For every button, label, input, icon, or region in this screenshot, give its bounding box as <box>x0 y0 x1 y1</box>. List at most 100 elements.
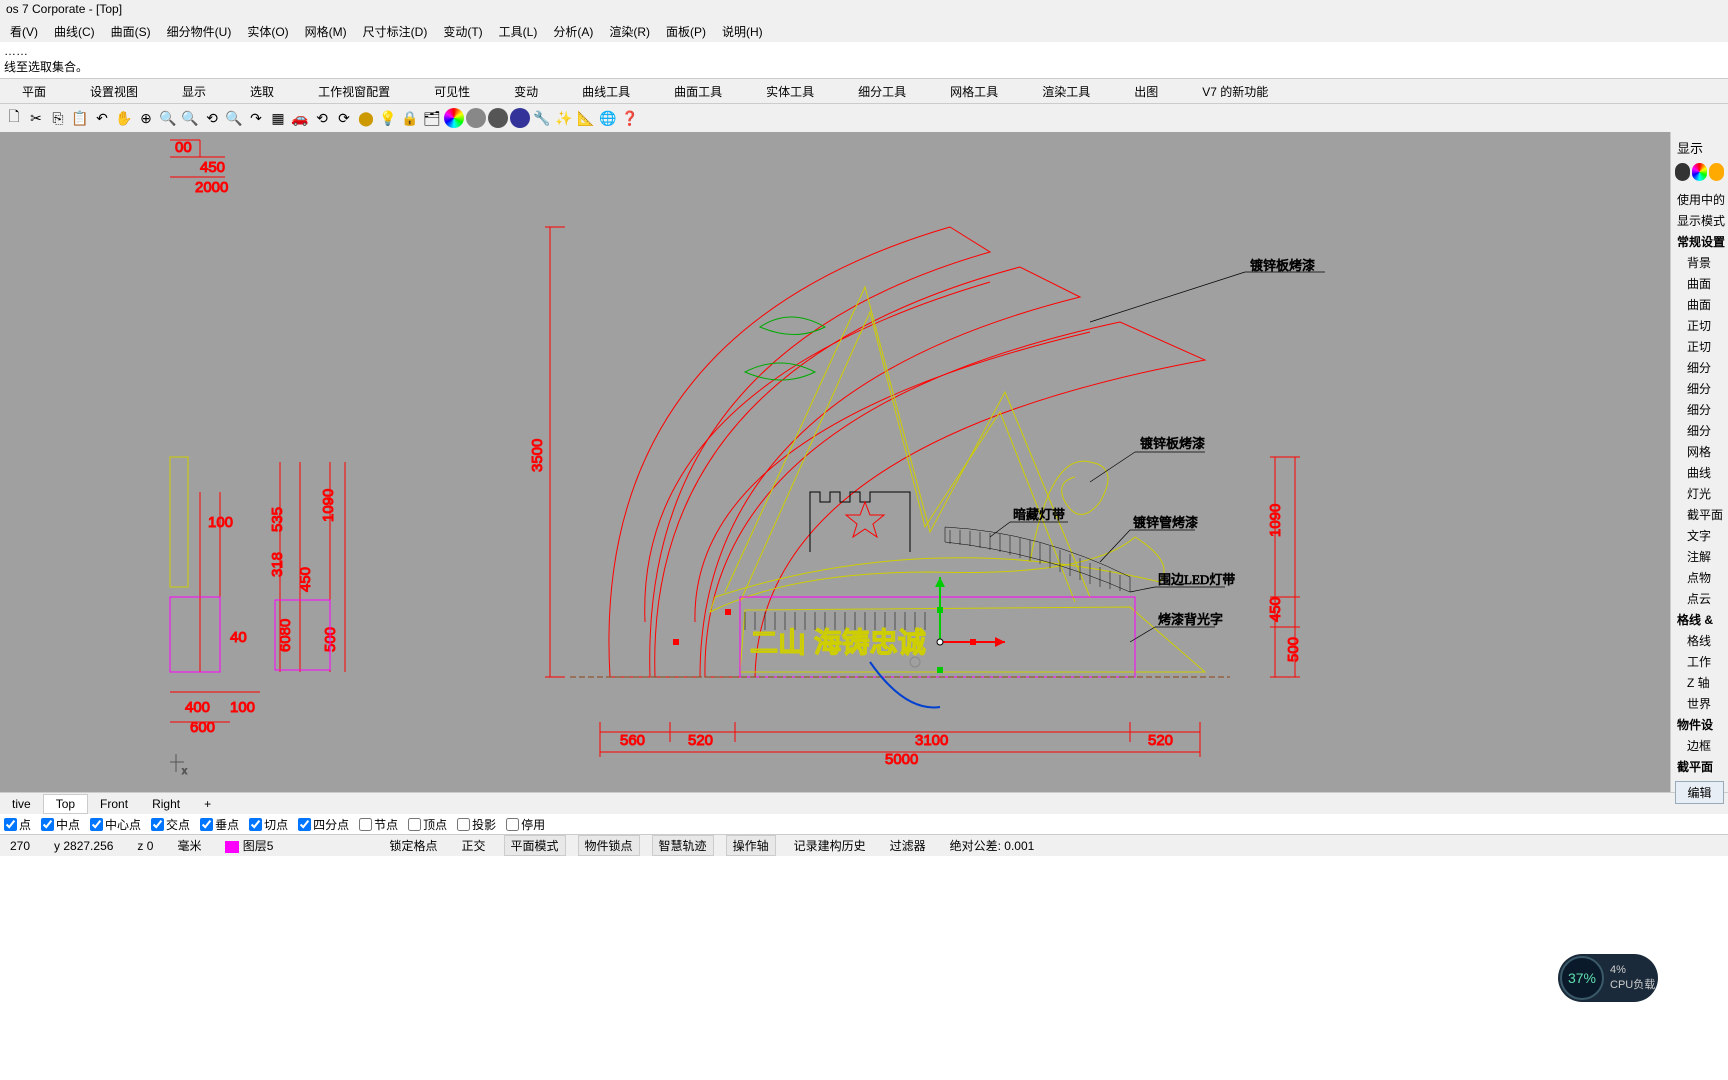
menu-transform[interactable]: 变动(T) <box>435 21 490 42</box>
opt-curve[interactable]: 曲线 <box>1673 462 1726 483</box>
tab-v7new[interactable]: V7 的新功能 <box>1180 79 1290 104</box>
menu-subd[interactable]: 细分物件(U) <box>159 21 240 42</box>
vtab-perspective[interactable]: tive <box>0 795 43 813</box>
opt-mesh[interactable]: 网格 <box>1673 441 1726 462</box>
paste-icon[interactable]: 📋 <box>70 108 90 128</box>
mat4-icon[interactable] <box>510 108 530 128</box>
mat2-icon[interactable] <box>466 108 486 128</box>
menu-dim[interactable]: 尺寸标注(D) <box>355 21 436 42</box>
tab-meshtools[interactable]: 网格工具 <box>928 79 1020 104</box>
redo-icon[interactable]: ↷ <box>246 108 266 128</box>
opt-grid[interactable]: 格线 <box>1673 630 1726 651</box>
viewport-top[interactable]: 00 450 2000 100 535 318 1090 450 40 6080… <box>0 132 1670 792</box>
zoom-ext-icon[interactable]: 🔍 <box>224 108 244 128</box>
tab-visibility[interactable]: 可见性 <box>412 79 492 104</box>
sphere-icon[interactable]: ⬤ <box>356 108 376 128</box>
cut-icon[interactable]: ✂ <box>26 108 46 128</box>
osnap-end[interactable]: 点 <box>4 816 31 833</box>
menu-mesh[interactable]: 网格(M) <box>297 21 355 42</box>
menu-solid[interactable]: 实体(O) <box>239 21 296 42</box>
opt-ptobj[interactable]: 点物 <box>1673 567 1726 588</box>
filter[interactable]: 过滤器 <box>884 835 932 856</box>
new-icon[interactable]: 🗋 <box>4 108 24 128</box>
light-icon[interactable]: 💡 <box>378 108 398 128</box>
osnap-quad[interactable]: 四分点 <box>298 816 349 833</box>
planar[interactable]: 平面模式 <box>504 835 566 856</box>
opt-surf2[interactable]: 曲面 <box>1673 294 1726 315</box>
layer[interactable]: 图层5 <box>219 835 279 856</box>
tab-solidtools[interactable]: 实体工具 <box>744 79 836 104</box>
osnap-vert[interactable]: 顶点 <box>408 816 447 833</box>
grid-icon[interactable]: ▦ <box>268 108 288 128</box>
angle-icon[interactable]: 📐 <box>576 108 596 128</box>
tab-select[interactable]: 选取 <box>228 79 296 104</box>
car-icon[interactable]: 🚗 <box>290 108 310 128</box>
tab-surfacetools[interactable]: 曲面工具 <box>652 79 744 104</box>
opt-clip[interactable]: 截平面 <box>1673 504 1726 525</box>
opt-sub3[interactable]: 细分 <box>1673 399 1726 420</box>
osnap-stat[interactable]: 物件锁点 <box>578 835 640 856</box>
opt-world[interactable]: 世界 <box>1673 693 1726 714</box>
tab-transform[interactable]: 变动 <box>492 79 560 104</box>
opt-text[interactable]: 文字 <box>1673 525 1726 546</box>
menu-view[interactable]: 看(V) <box>2 21 46 42</box>
vtab-right[interactable]: Right <box>140 795 192 813</box>
cw-icon[interactable]: ⟳ <box>334 108 354 128</box>
help-icon[interactable]: ❓ <box>620 108 640 128</box>
rendered-icon[interactable] <box>1709 163 1724 181</box>
wrench-icon[interactable]: 🔧 <box>532 108 552 128</box>
opt-active[interactable]: 使用中的 <box>1673 189 1726 210</box>
mat3-icon[interactable] <box>488 108 508 128</box>
pan-icon[interactable]: ✋ <box>114 108 134 128</box>
tab-plane[interactable]: 平面 <box>0 79 68 104</box>
smarttrack[interactable]: 智慧轨迹 <box>652 835 714 856</box>
vtab-add[interactable]: + <box>192 795 223 813</box>
tab-rendertools[interactable]: 渲染工具 <box>1020 79 1112 104</box>
tab-print[interactable]: 出图 <box>1112 79 1180 104</box>
opt-ptcloud[interactable]: 点云 <box>1673 588 1726 609</box>
opt-tan1[interactable]: 正切 <box>1673 315 1726 336</box>
tab-setview[interactable]: 设置视图 <box>68 79 160 104</box>
tab-curvetools[interactable]: 曲线工具 <box>560 79 652 104</box>
opt-bbox[interactable]: 边框 <box>1673 735 1726 756</box>
osnap-perp[interactable]: 垂点 <box>200 816 239 833</box>
zoom-in-icon[interactable]: 🔍 <box>158 108 178 128</box>
menu-analyze[interactable]: 分析(A) <box>545 21 601 42</box>
opt-displaymode[interactable]: 显示模式 <box>1673 210 1726 231</box>
spark-icon[interactable]: ✨ <box>554 108 574 128</box>
opt-zaxis[interactable]: Z 轴 <box>1673 672 1726 693</box>
opt-annot[interactable]: 注解 <box>1673 546 1726 567</box>
zoom-win-icon[interactable]: 🔍 <box>180 108 200 128</box>
history[interactable]: 记录建构历史 <box>788 835 872 856</box>
wireframe-icon[interactable] <box>1675 163 1690 181</box>
osnap-mid[interactable]: 中点 <box>41 816 80 833</box>
vtab-front[interactable]: Front <box>88 795 140 813</box>
gumball-stat[interactable]: 操作轴 <box>726 835 776 856</box>
menu-panel[interactable]: 面板(P) <box>658 21 714 42</box>
osnap-knot[interactable]: 节点 <box>359 816 398 833</box>
opt-light[interactable]: 灯光 <box>1673 483 1726 504</box>
undo-icon[interactable]: ↶ <box>92 108 112 128</box>
menu-surface[interactable]: 曲面(S) <box>103 21 159 42</box>
opt-sub1[interactable]: 细分 <box>1673 357 1726 378</box>
gridsnap[interactable]: 锁定格点 <box>383 835 443 856</box>
layers-icon[interactable]: 🗂 <box>422 108 442 128</box>
lock-icon[interactable]: 🔒 <box>400 108 420 128</box>
opt-tan2[interactable]: 正切 <box>1673 336 1726 357</box>
osnap-cen[interactable]: 中心点 <box>90 816 141 833</box>
tab-viewport[interactable]: 工作视窗配置 <box>296 79 412 104</box>
tab-subdtools[interactable]: 细分工具 <box>836 79 928 104</box>
menu-curve[interactable]: 曲线(C) <box>46 21 103 42</box>
osnap-disable[interactable]: 停用 <box>506 816 545 833</box>
menu-render[interactable]: 渲染(R) <box>601 21 658 42</box>
vtab-top[interactable]: Top <box>43 794 88 814</box>
menu-help[interactable]: 说明(H) <box>714 21 771 42</box>
copy-icon[interactable]: ⎘ <box>48 108 68 128</box>
opt-work[interactable]: 工作 <box>1673 651 1726 672</box>
osnap-proj[interactable]: 投影 <box>457 816 496 833</box>
menu-tools[interactable]: 工具(L) <box>491 21 546 42</box>
osnap-int[interactable]: 交点 <box>151 816 190 833</box>
target-icon[interactable]: ⊕ <box>136 108 156 128</box>
rotate-view-icon[interactable]: ⟲ <box>202 108 222 128</box>
ortho[interactable]: 正交 <box>456 835 492 856</box>
